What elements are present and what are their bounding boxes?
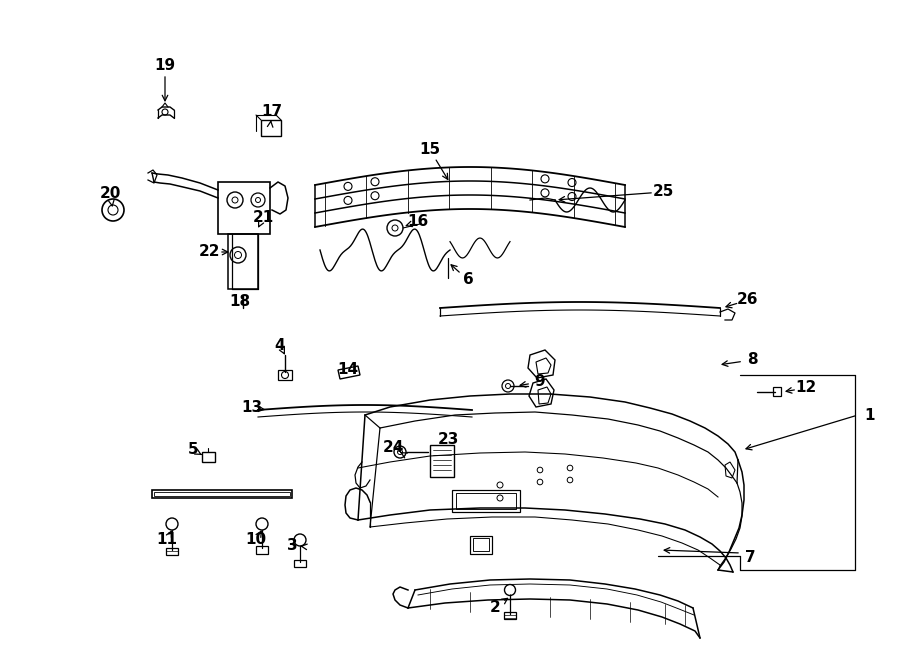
Text: 15: 15 — [419, 143, 441, 157]
Text: 9: 9 — [535, 375, 545, 389]
Bar — [154, 492, 290, 496]
Text: 26: 26 — [737, 293, 759, 307]
Text: 8: 8 — [747, 352, 757, 368]
Bar — [773, 387, 781, 396]
Text: 25: 25 — [652, 184, 674, 200]
Bar — [278, 370, 292, 380]
Text: 22: 22 — [199, 245, 220, 260]
Text: 4: 4 — [274, 338, 285, 352]
Bar — [452, 490, 520, 512]
Text: 13: 13 — [241, 401, 263, 416]
Text: 5: 5 — [188, 442, 198, 457]
Text: 14: 14 — [338, 362, 358, 377]
Text: 10: 10 — [246, 533, 266, 547]
Bar — [228, 234, 258, 289]
Text: 17: 17 — [261, 104, 283, 120]
Text: 6: 6 — [463, 272, 473, 288]
Bar — [470, 536, 492, 554]
Bar — [218, 182, 270, 234]
Text: 1: 1 — [865, 407, 875, 422]
Bar — [456, 493, 516, 509]
Bar — [166, 548, 178, 555]
Bar — [294, 560, 306, 567]
Text: 2: 2 — [490, 600, 500, 615]
Text: 12: 12 — [796, 381, 816, 395]
Text: 11: 11 — [157, 533, 177, 547]
Bar — [152, 490, 292, 498]
Text: 18: 18 — [230, 295, 250, 309]
Text: 21: 21 — [252, 210, 274, 225]
Text: 7: 7 — [744, 551, 755, 566]
Text: 3: 3 — [287, 537, 297, 553]
Text: 20: 20 — [99, 186, 121, 200]
Bar — [473, 538, 489, 551]
Text: 24: 24 — [382, 440, 404, 455]
Text: 19: 19 — [155, 58, 176, 73]
Bar — [202, 452, 215, 462]
Bar — [430, 445, 454, 477]
Text: 16: 16 — [408, 215, 428, 229]
Bar — [261, 120, 281, 136]
Text: 23: 23 — [437, 432, 459, 447]
Bar — [504, 612, 516, 619]
Bar — [256, 546, 268, 554]
